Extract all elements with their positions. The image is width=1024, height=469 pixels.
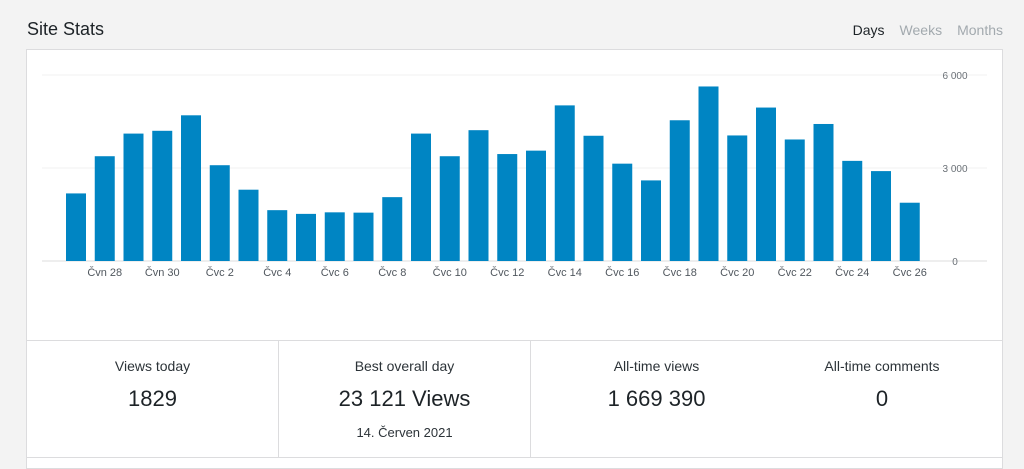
- stat-views-today: Views today 1829: [27, 341, 278, 459]
- y-tick-label: 3 000: [942, 164, 967, 175]
- x-tick-label: Čvc 12: [490, 266, 524, 279]
- bar[interactable]: [66, 193, 86, 261]
- x-tick-label: Čvc 10: [433, 266, 467, 279]
- bar[interactable]: [94, 156, 115, 261]
- stat-label: Best overall day: [354, 358, 455, 374]
- bar[interactable]: [411, 133, 431, 261]
- stat-best-day: Best overall day 23 121 Views 14. Červen…: [279, 341, 530, 459]
- bar[interactable]: [238, 189, 259, 261]
- stat-value: 1 669 390: [607, 386, 706, 411]
- bar[interactable]: [123, 133, 144, 261]
- x-tick-label: Čvc 20: [720, 266, 754, 279]
- views-chart: 6 000 3 000 0 Čvn 28 Čvn 30 Čvc 2 Čvc 4 Čvc 6 Čv…: [27, 50, 1002, 340]
- x-tick-label: Čvn 28: [87, 266, 122, 279]
- bar[interactable]: [468, 130, 489, 261]
- bar[interactable]: [526, 150, 546, 261]
- bar[interactable]: [813, 123, 834, 261]
- period-months[interactable]: Months: [957, 22, 1003, 38]
- period-days[interactable]: Days: [852, 22, 885, 38]
- stats-header: Site Stats Days Weeks Months: [0, 0, 1024, 50]
- bar[interactable]: [439, 156, 460, 261]
- bar[interactable]: [382, 197, 403, 261]
- bar[interactable]: [871, 171, 891, 261]
- x-tick-label: Čvc 26: [893, 266, 927, 279]
- bar[interactable]: [842, 160, 863, 261]
- page-title: Site Stats: [27, 19, 105, 39]
- period-switcher: Days Weeks Months: [853, 22, 1003, 38]
- x-tick-label: Čvn 30: [145, 266, 180, 279]
- divider: [530, 341, 531, 457]
- y-tick-label: 6 000: [942, 71, 967, 82]
- x-tick-label: Čvc 8: [378, 266, 406, 279]
- bar[interactable]: [152, 130, 173, 261]
- stat-label: All-time comments: [824, 358, 940, 374]
- x-tick-label: Čvc 22: [778, 266, 812, 279]
- bar[interactable]: [181, 115, 201, 261]
- x-tick-label: Čvc 4: [263, 266, 291, 279]
- divider: [27, 457, 1002, 458]
- y-tick-label: 0: [952, 257, 958, 268]
- x-tick-label: Čvc 18: [663, 266, 697, 279]
- bar[interactable]: [497, 154, 518, 261]
- bar[interactable]: [641, 180, 661, 261]
- bar[interactable]: [612, 163, 633, 261]
- bar[interactable]: [583, 135, 604, 261]
- bar[interactable]: [209, 165, 230, 261]
- bar[interactable]: [267, 210, 288, 261]
- stat-date: 14. Červen 2021: [356, 425, 453, 440]
- stat-value: 1829: [128, 386, 177, 411]
- stat-value: 0: [875, 386, 889, 411]
- bar[interactable]: [784, 139, 805, 261]
- stat-all-time-views: All-time views 1 669 390: [531, 341, 782, 459]
- bar[interactable]: [296, 213, 316, 261]
- x-tick-label: Čvc 6: [321, 266, 349, 279]
- stats-card: 6 000 3 000 0 Čvn 28 Čvn 30 Čvc 2 Čvc 4 Čvc 6 Čv…: [26, 49, 1003, 469]
- bar[interactable]: [554, 105, 575, 261]
- x-tick-label: Čvc 24: [835, 266, 869, 279]
- views-bar-chart: 6 000 3 000 0 Čvn 28 Čvn 30 Čvc 2 Čvc 4 Čvc 6 Čv…: [42, 71, 987, 279]
- bar[interactable]: [756, 107, 776, 261]
- bar[interactable]: [899, 202, 920, 261]
- stat-label: Views today: [114, 358, 191, 374]
- bar[interactable]: [353, 212, 374, 261]
- bar[interactable]: [698, 86, 719, 261]
- x-tick-label: Čvc 2: [206, 266, 234, 279]
- x-tick-label: Čvc 14: [548, 266, 582, 279]
- stat-label: All-time views: [613, 358, 700, 374]
- bar[interactable]: [727, 135, 748, 261]
- x-tick-label: Čvc 16: [605, 266, 639, 279]
- stats-summary: Views today 1829 Best overall day 23 121…: [27, 340, 1002, 459]
- stat-all-time-comments: All-time comments 0: [782, 341, 982, 459]
- stat-value: 23 121 Views: [338, 386, 471, 411]
- period-weeks[interactable]: Weeks: [899, 22, 943, 38]
- bar[interactable]: [324, 212, 345, 261]
- divider: [278, 341, 279, 457]
- bar[interactable]: [669, 120, 690, 261]
